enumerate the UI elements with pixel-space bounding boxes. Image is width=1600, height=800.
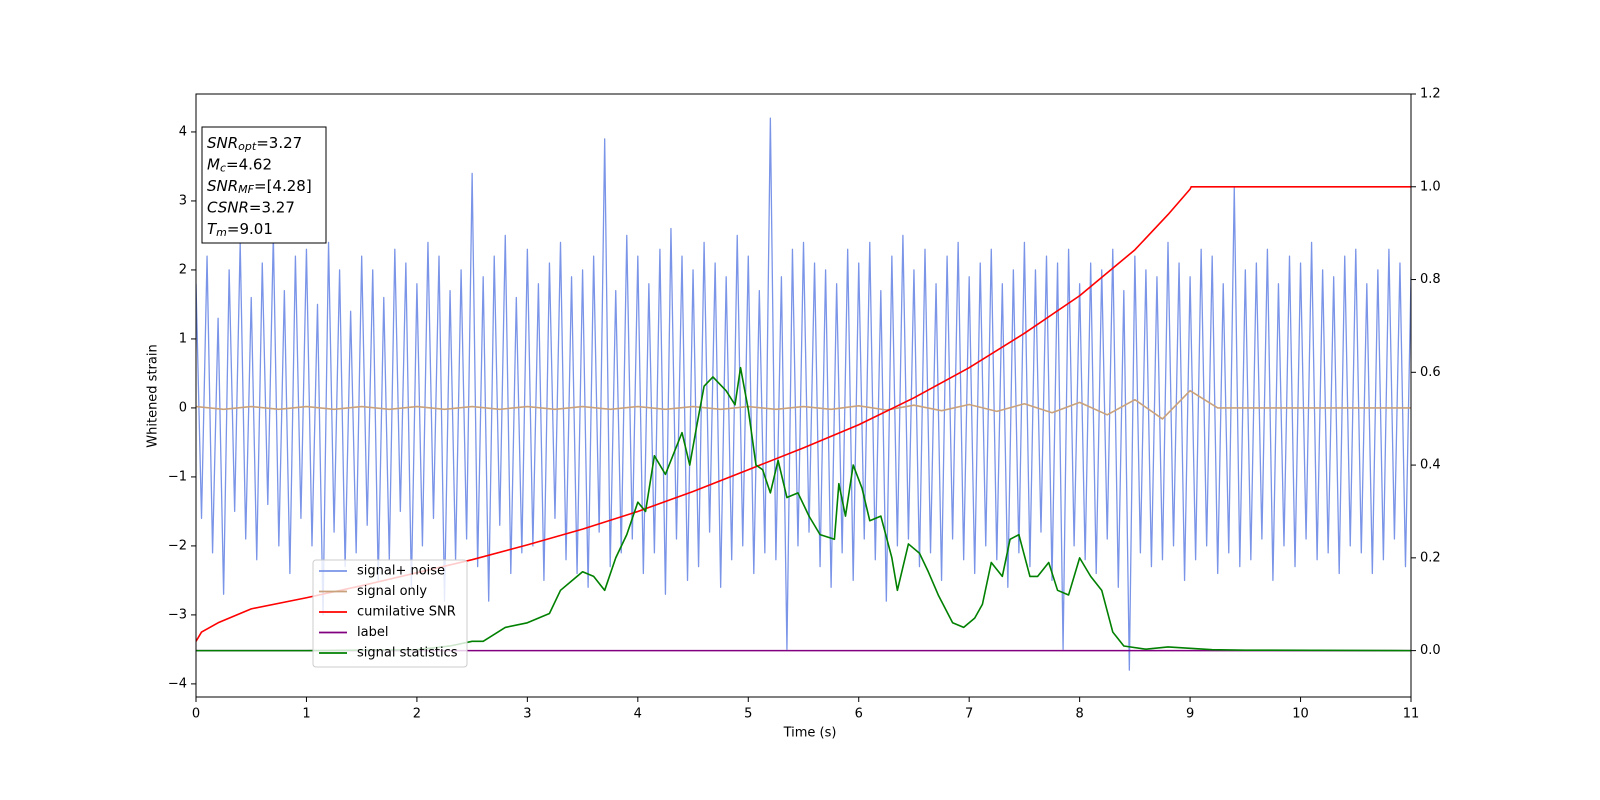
y2-tick-label: 0.4 (1420, 458, 1441, 473)
series-line (196, 366, 1411, 652)
annotation-symbol: M (207, 155, 220, 173)
y-tick-label: −4 (168, 676, 187, 691)
y-tick-label: 0 (179, 400, 187, 415)
y-tick-label: 2 (179, 262, 187, 277)
x-tick-label: 9 (1186, 707, 1194, 722)
series-line (196, 185, 1411, 642)
y2-tick-label: 0.2 (1420, 550, 1441, 565)
annotation-symbol: SNR (207, 134, 238, 152)
y-tick-label: 1 (179, 331, 187, 346)
x-tick-label: 2 (413, 707, 421, 722)
y2-tick-label: 1.0 (1420, 179, 1441, 194)
annotation-line: CSNR=3.27 (207, 198, 295, 216)
annotation-text: =9.01 (227, 220, 273, 238)
legend-label: cumilative SNR (357, 605, 456, 620)
series-line (196, 117, 1411, 671)
annotation-symbol: SNR (207, 177, 238, 195)
y-tick-label: −2 (168, 538, 187, 553)
y-tick-label: 4 (179, 124, 187, 139)
annotation-line: SNRopt=3.27 (207, 134, 302, 154)
x-tick-label: 0 (192, 707, 200, 722)
y-axis-label: Whitened strain (146, 344, 161, 447)
x-tick-label: 1 (302, 707, 310, 722)
annotation-symbol: T (207, 220, 218, 238)
x-tick-label: 10 (1292, 707, 1309, 722)
legend-label: signal statistics (357, 646, 458, 661)
y2-tick-label: 1.2 (1420, 87, 1441, 102)
annotation-text: =3.27 (249, 198, 295, 216)
y-tick-label: −1 (168, 469, 187, 484)
annotation-text: =4.62 (226, 155, 272, 173)
annotation-symbol: CSNR (207, 198, 249, 216)
x-tick-label: 6 (855, 707, 863, 722)
legend-label: signal only (357, 584, 427, 599)
x-tick-label: 7 (965, 707, 973, 722)
legend-label: signal+ noise (357, 564, 445, 579)
y2-tick-label: 0.0 (1420, 643, 1441, 658)
legend-label: label (357, 625, 388, 640)
x-tick-label: 8 (1075, 707, 1083, 722)
annotation-line: Tm=9.01 (207, 220, 273, 240)
y2-tick-label: 0.8 (1420, 272, 1441, 287)
annotation-subscript: c (220, 162, 226, 175)
series-line (196, 389, 1411, 420)
legend-box (312, 559, 468, 668)
annotation-subscript: opt (238, 140, 257, 153)
annotation-text: =[4.28] (254, 177, 312, 195)
x-axis-label: Time (s) (783, 726, 837, 741)
annotation-line: SNRMF=[4.28] (207, 177, 312, 197)
x-tick-label: 3 (523, 707, 531, 722)
annotation-subscript: MF (238, 183, 254, 196)
axes-frame (195, 93, 1412, 698)
y-tick-label: −3 (168, 607, 187, 622)
x-tick-label: 4 (634, 707, 642, 722)
annotation-box (201, 126, 327, 244)
x-tick-label: 11 (1403, 707, 1420, 722)
annotation-text: =3.27 (256, 134, 302, 152)
annotation-subscript: m (216, 226, 227, 239)
x-tick-label: 5 (744, 707, 752, 722)
y2-tick-label: 0.6 (1420, 365, 1441, 380)
annotation-line: Mc=4.62 (207, 155, 272, 175)
y-tick-label: 3 (179, 193, 187, 208)
